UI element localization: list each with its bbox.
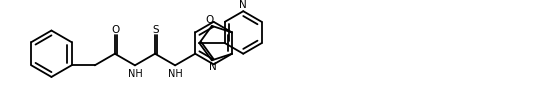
Text: O: O (206, 15, 214, 25)
Text: N: N (240, 0, 247, 10)
Text: NH: NH (168, 69, 182, 79)
Text: NH: NH (128, 69, 143, 79)
Text: O: O (111, 25, 120, 35)
Text: N: N (209, 62, 217, 72)
Text: S: S (152, 25, 159, 35)
